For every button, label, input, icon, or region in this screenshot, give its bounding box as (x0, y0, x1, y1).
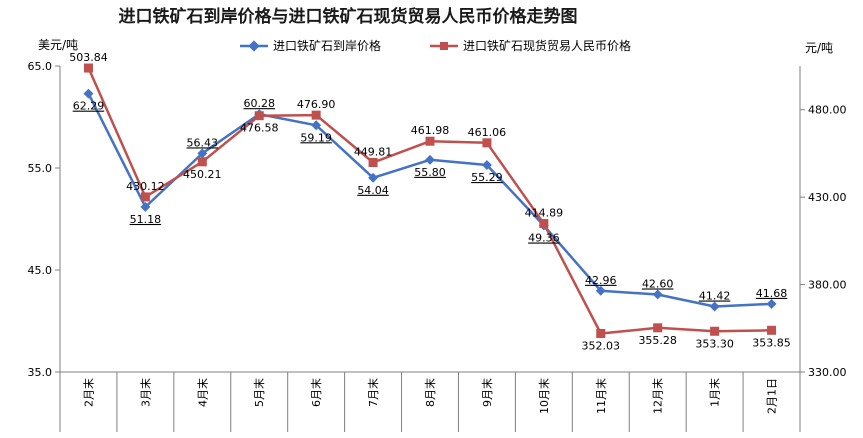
series-1-point (481, 160, 492, 170)
data-label-series-1: 41.68 (756, 287, 788, 300)
series-2-point (482, 138, 492, 148)
series-1-point (368, 172, 379, 183)
series-1-point (83, 88, 94, 99)
data-label-series-1: 55.29 (471, 171, 503, 184)
data-label-series-1: 49.36 (528, 232, 560, 245)
category-label: 6月末 (309, 378, 323, 407)
series-1-point (652, 289, 663, 300)
category-label: 7月末 (366, 378, 380, 407)
series-2-point (254, 111, 264, 121)
series-1-point (197, 148, 208, 159)
data-label-series-1: 60.28 (243, 97, 275, 110)
right-tick-label: 330.00 (808, 366, 847, 379)
data-label-series-2: 353.85 (752, 336, 791, 349)
right-axis-ticks: 330.00 380.00 430.00 480.00 (800, 104, 847, 379)
category-label: 12月末 (651, 378, 665, 414)
series-2-point (425, 136, 435, 146)
data-label-series-2: 461.98 (411, 124, 450, 137)
right-tick-label: 480.00 (808, 104, 847, 117)
right-tick-label: 430.00 (808, 191, 847, 204)
data-label-series-1: 51.18 (130, 213, 162, 226)
series-line-2 (87, 67, 772, 335)
category-label: 9月末 (480, 378, 494, 407)
left-axis-unit: 美元/吨 (38, 38, 78, 52)
data-label-series-1: 42.96 (585, 274, 617, 287)
right-tick-label: 380.00 (808, 279, 847, 292)
category-label: 4月末 (195, 378, 209, 407)
data-label-series-2: 503.84 (69, 51, 108, 64)
legend: 进口铁矿石到岸价格 进口铁矿石现货贸易人民币价格 (240, 38, 631, 53)
data-label-series-2: 476.58 (240, 122, 279, 135)
data-label-series-1: 55.80 (414, 166, 446, 179)
series-1-point (766, 298, 777, 309)
series-2-point (368, 158, 378, 168)
series-2-point (311, 110, 321, 120)
data-labels: 62.29 503.84 51.18 430.12 56.43 450.21 60.28 47… (69, 51, 791, 352)
series-1-point (140, 202, 151, 212)
legend-label-series-1: 进口铁矿石到岸价格 (273, 38, 381, 53)
category-label: 2月末 (81, 378, 95, 407)
legend-marker-series-1 (248, 40, 260, 52)
category-axis: 2月末 3月末 4月末 5月末 6月末 7月末 8月末 9月末 10月末 11月末 12月末 1月末 2… (59, 372, 801, 432)
data-label-series-2: 355.28 (638, 334, 677, 347)
series-2-point (83, 63, 93, 73)
data-label-series-1: 54.04 (357, 184, 389, 197)
right-axis-unit: 元/吨 (805, 41, 833, 55)
category-label: 5月末 (252, 378, 266, 407)
series-2-point (767, 325, 777, 335)
chart-title: 进口铁矿石到岸价格与进口铁矿石现货贸易人民币价格走势图 (119, 6, 578, 27)
data-label-series-2: 450.21 (183, 168, 222, 181)
data-label-series-2: 353.30 (695, 337, 734, 350)
category-label: 8月末 (423, 378, 437, 407)
left-tick-label: 65.0 (28, 60, 53, 73)
plot-frame (59, 66, 801, 373)
category-label: 1月末 (708, 378, 722, 407)
data-label-series-1: 42.60 (642, 277, 674, 290)
series-2-point (140, 192, 150, 202)
data-label-series-1: 59.19 (300, 131, 332, 144)
category-label: 2月1日 (766, 378, 779, 414)
data-label-series-2: 430.12 (126, 180, 165, 193)
category-label: 10月末 (537, 378, 551, 414)
legend-marker-series-2 (440, 42, 448, 50)
data-label-series-2: 414.89 (525, 207, 564, 220)
data-label-series-1: 41.42 (699, 290, 731, 303)
data-label-series-1: 56.43 (187, 136, 219, 149)
data-label-series-2: 461.06 (468, 126, 507, 139)
data-label-series-2: 476.90 (297, 98, 336, 111)
left-tick-label: 45.0 (28, 264, 53, 277)
category-label: 3月末 (138, 378, 152, 407)
data-label-series-1: 62.29 (73, 100, 105, 113)
left-tick-label: 55.0 (28, 162, 53, 175)
left-axis-ticks: 35.0 45.0 55.0 65.0 (28, 60, 60, 379)
data-label-series-2: 449.81 (354, 146, 393, 159)
legend-label-series-2: 进口铁矿石现货贸易人民币价格 (463, 38, 631, 53)
left-tick-label: 35.0 (28, 366, 53, 379)
series-1-point (709, 301, 720, 312)
series-2-point (653, 323, 663, 333)
series-1-point (595, 285, 606, 296)
series-group (83, 63, 777, 338)
series-2-point (710, 326, 720, 336)
series-2-point (197, 157, 207, 167)
series-1-point (425, 154, 435, 165)
series-2-point (596, 328, 606, 338)
series-2-point (539, 219, 549, 229)
category-label: 11月末 (594, 378, 608, 414)
data-label-series-2: 352.03 (582, 339, 621, 352)
